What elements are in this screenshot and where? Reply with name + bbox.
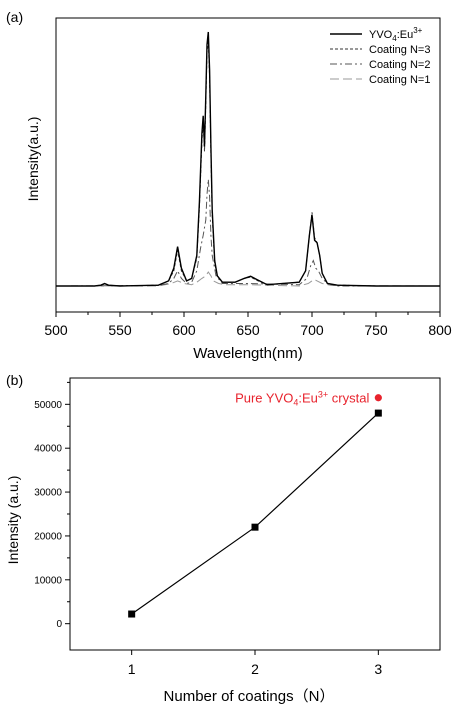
reference-label-mid: :Eu xyxy=(298,391,318,406)
legend-label-mid: :Eu xyxy=(397,29,414,41)
panel-b-ytick-label: 0 xyxy=(56,619,62,630)
panel-b-ylabel: Intensity (a.u.) xyxy=(5,476,21,565)
panel-b-label: (b) xyxy=(6,372,23,388)
panel-a-series-line xyxy=(55,179,440,287)
panel-b-ytick-label: 40000 xyxy=(34,444,62,455)
panel-b-xtick-label: 2 xyxy=(251,661,259,677)
legend-label-base: YVO xyxy=(369,29,393,41)
legend-label: YVO4:Eu3+ xyxy=(369,26,423,43)
panel-b-reference-point xyxy=(374,394,382,402)
panel-b-xlabel: Number of coatings（N） xyxy=(164,688,335,705)
panel-b-ytick-label: 50000 xyxy=(34,400,62,411)
panel-b-ytick-label: 30000 xyxy=(34,488,62,499)
panel-a-xtick-label: 800 xyxy=(428,322,452,338)
panel-b-xtick-label: 3 xyxy=(374,661,382,677)
panel-b-frame xyxy=(69,377,441,651)
panel-a-series-line xyxy=(56,271,441,287)
panel-b-data-point xyxy=(374,409,382,417)
panel-a-label: (a) xyxy=(6,9,23,25)
reference-label-base: Pure YVO xyxy=(235,391,293,406)
panel-a-xlabel: Wavelength(nm) xyxy=(193,345,302,362)
panel-b-data-point xyxy=(251,523,259,531)
panel-a-xtick-label: 500 xyxy=(44,322,68,338)
reference-label-sub: 4 xyxy=(293,398,298,408)
panel-a-xtick-label: 650 xyxy=(236,322,260,338)
panel-b-xtick-label: 1 xyxy=(128,661,136,677)
panel-a-xtick-label: 750 xyxy=(364,322,388,338)
legend-label: Coating N=2 xyxy=(369,59,430,71)
panel-b-series-line xyxy=(131,412,379,615)
panel-a-xtick-label: 600 xyxy=(172,322,196,338)
panel-b-ytick-label: 20000 xyxy=(34,531,62,542)
panel-a-xtick-label: 700 xyxy=(300,322,324,338)
legend-label-sub: 4 xyxy=(392,34,397,43)
reference-point-label: Pure YVO4:Eu3+ crystal xyxy=(235,390,369,408)
panel-a-series-line xyxy=(56,31,440,287)
panel-a-ylabel: Intensity(a.u.) xyxy=(25,117,41,202)
reference-label-sup: 3+ xyxy=(318,390,328,400)
legend-label-sup: 3+ xyxy=(413,26,422,35)
panel-a-xtick-label: 550 xyxy=(108,322,132,338)
panel-b-data-point xyxy=(128,610,136,618)
legend-label: Coating N=1 xyxy=(369,74,430,86)
legend-label: Coating N=3 xyxy=(369,44,430,56)
panel-b-ytick-label: 10000 xyxy=(34,575,62,586)
reference-label-tail: crystal xyxy=(328,391,369,406)
